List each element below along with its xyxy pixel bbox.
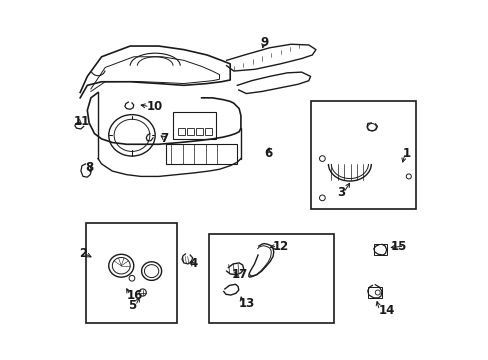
Text: 10: 10 xyxy=(146,100,162,113)
Bar xyxy=(178,128,184,135)
Text: 12: 12 xyxy=(272,240,289,253)
Bar xyxy=(367,287,381,298)
Bar xyxy=(208,234,333,323)
Text: 2: 2 xyxy=(80,247,87,260)
Text: 8: 8 xyxy=(85,161,94,174)
Bar xyxy=(187,128,193,135)
Bar xyxy=(373,244,386,255)
Text: 6: 6 xyxy=(264,147,272,160)
Text: 16: 16 xyxy=(126,288,142,302)
Text: 13: 13 xyxy=(239,297,255,310)
Bar xyxy=(310,102,415,208)
Text: 7: 7 xyxy=(160,132,168,145)
Text: 3: 3 xyxy=(337,186,345,199)
Text: 1: 1 xyxy=(402,147,410,160)
Text: 9: 9 xyxy=(260,36,268,49)
Bar xyxy=(205,128,211,135)
Text: 4: 4 xyxy=(189,257,197,270)
Text: 5: 5 xyxy=(128,299,136,312)
Bar xyxy=(165,144,237,164)
Text: 15: 15 xyxy=(390,240,406,253)
Bar xyxy=(85,223,176,323)
Text: 11: 11 xyxy=(74,114,90,127)
Text: 14: 14 xyxy=(378,304,394,317)
Text: 17: 17 xyxy=(231,268,248,281)
Bar xyxy=(196,128,203,135)
Bar xyxy=(173,112,216,139)
